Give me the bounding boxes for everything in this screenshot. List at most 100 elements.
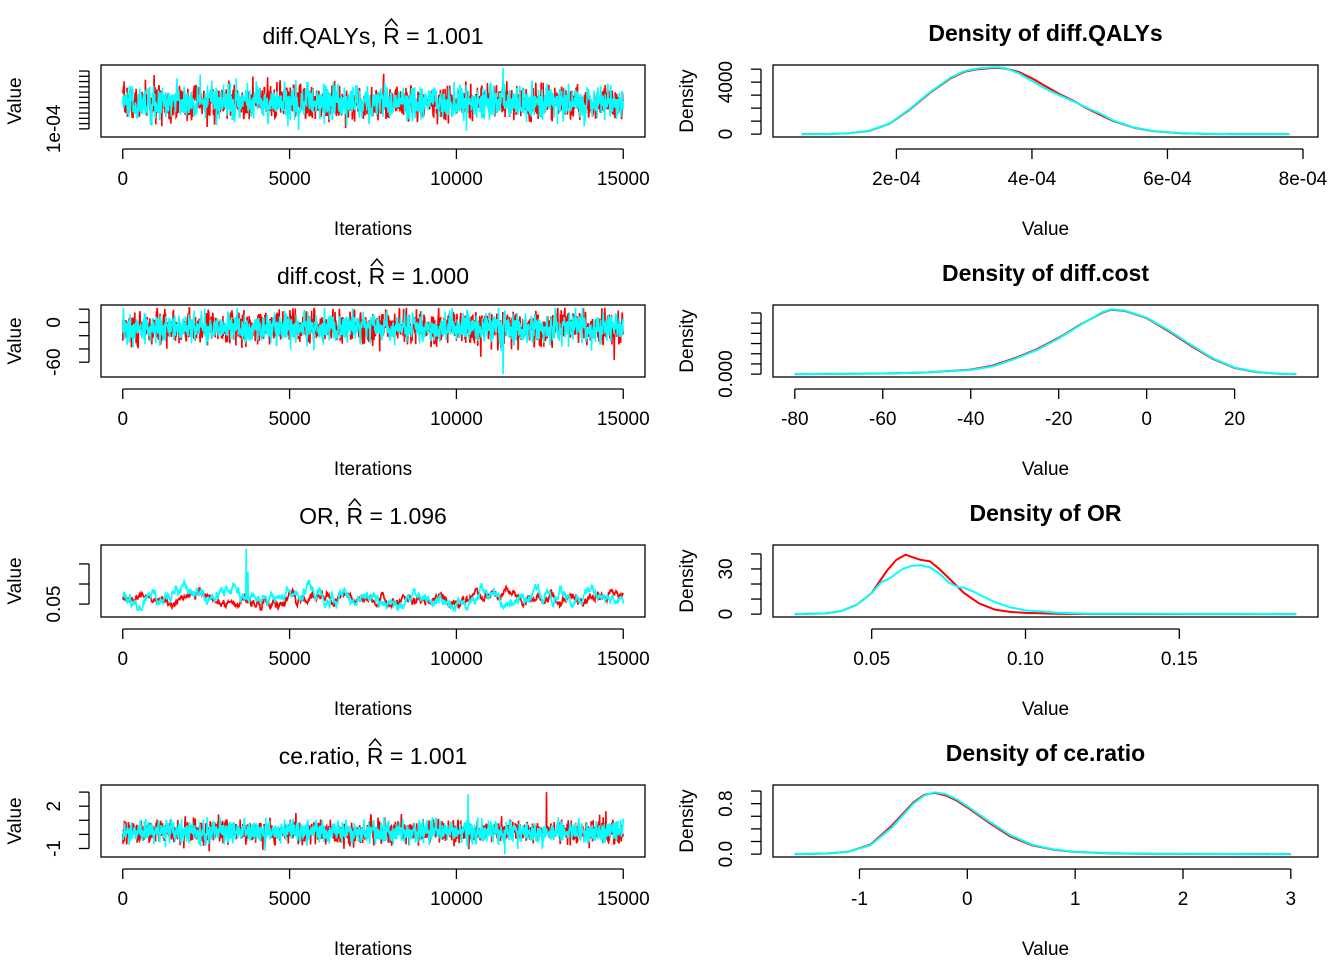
- plot-4-series-1: [794, 308, 1297, 376]
- plot-7-y-tick-label-1: -1: [44, 840, 65, 857]
- plot-1-x-label: Iterations: [334, 219, 412, 240]
- plot-8-x-tick-label-2: 0: [962, 889, 973, 910]
- plot-5-y-tick-label-1: 0.05: [44, 586, 65, 623]
- plot-7-x-axis: 0 5000 10000 15000: [117, 868, 650, 910]
- plot-5-y-label: Value: [5, 557, 26, 604]
- plot-7-x-tick-label-3: 10000: [430, 889, 483, 910]
- plot-8-y-label: Density: [677, 789, 698, 853]
- plot-5-x-tick-label-2: 5000: [268, 649, 310, 670]
- plot-1-frame: [100, 64, 646, 138]
- plot-6-series-2: [794, 564, 1297, 616]
- plot-2-series-2: [801, 66, 1290, 136]
- plot-4-x-axis: -80 -60 -40 -20 0 20: [781, 388, 1245, 430]
- plot-2-frame: [772, 64, 1319, 138]
- plot-2-y-tick-label-1: 0: [716, 129, 737, 140]
- plot-8-y-axis: 0.0 0.8: [716, 790, 762, 867]
- plot-6-x-tick-label-2: 0.10: [1007, 649, 1044, 670]
- plot-8-y-tick-label-5: 0.8: [716, 790, 737, 816]
- plot-7-title-hat: [368, 737, 382, 747]
- plot-2: 2e-04 4e-04 6e-04 8e-04 0 4000 Value Density Den…: [677, 20, 1328, 240]
- plot-8-x-tick-label-3: 1: [1070, 889, 1081, 910]
- plot-1-trace-2: [122, 67, 624, 132]
- plot-6-y-label: Density: [677, 549, 698, 613]
- plot-7-data: [122, 792, 624, 855]
- plot-2-title: Density of diff.QALYs: [928, 20, 1162, 46]
- plot-6-y-tick-label-4: 30: [716, 558, 737, 579]
- plot-8-series-2: [794, 791, 1291, 856]
- plot-5-title-hat: [348, 497, 362, 507]
- plot-1-y-label: Value: [5, 77, 26, 124]
- plot-8-frame: [772, 784, 1319, 858]
- plot-8-x-label: Value: [1022, 939, 1069, 960]
- plot-4-x-label: Value: [1022, 459, 1069, 480]
- plot-3-frame: [100, 304, 646, 378]
- plot-6-x-label: Value: [1022, 699, 1069, 720]
- plot-5-title-rhat: R: [346, 503, 363, 529]
- plot-3-x-tick-label-4: 15000: [597, 409, 650, 430]
- plot-1-title-hat: [384, 17, 398, 27]
- plot-6-frame: [772, 544, 1319, 618]
- plot-4-title: Density of diff.cost: [942, 260, 1149, 286]
- plot-4-x-tick-label-4: -20: [1045, 409, 1072, 430]
- plot-1-x-tick-label-2: 5000: [268, 169, 310, 190]
- plot-2-x-axis: 2e-04 4e-04 6e-04 8e-04: [872, 148, 1328, 190]
- plot-3-y-axis: -60 0: [44, 308, 90, 376]
- plot-7-x-tick-label-2: 5000: [268, 889, 310, 910]
- plot-3-title-param: diff.cost,: [277, 263, 369, 289]
- plot-1-x-tick-label-1: 0: [117, 169, 128, 190]
- plot-6-x-tick-label-1: 0.05: [853, 649, 890, 670]
- plot-8-x-tick-label-5: 3: [1286, 889, 1297, 910]
- plot-7-x-tick-label-1: 0: [117, 889, 128, 910]
- plot-2-x-tick-label-2: 4e-04: [1008, 169, 1057, 190]
- plot-7-y-label: Value: [5, 797, 26, 844]
- plot-8-y-tick-label-1: 0.0: [716, 841, 737, 867]
- plot-1-title-param: diff.QALYs,: [263, 23, 384, 49]
- plot-6: 0.05 0.10 0.15 0 30 Value Density Density of OR: [677, 500, 1319, 720]
- plot-7: 0 5000 10000 15000 -1 2 Iterations Value ce.rati…: [5, 737, 650, 960]
- plot-3-title-hat: [370, 257, 384, 267]
- plot-1-x-axis: 0 5000 10000 15000: [117, 148, 650, 190]
- plot-8-x-axis: -1 0 1 2 3: [851, 868, 1297, 910]
- plot-5-title-stat: = 1.096: [363, 503, 447, 529]
- plot-2-x-tick-label-1: 2e-04: [872, 169, 921, 190]
- plot-1-title: diff.QALYs, R = 1.001: [263, 23, 484, 49]
- plot-8-x-tick-label-1: -1: [851, 889, 868, 910]
- plot-4-y-axis: 0.000: [716, 312, 762, 398]
- plot-1-data: [122, 67, 624, 132]
- plot-2-data: [801, 66, 1290, 136]
- plot-3-title-rhat: R: [369, 263, 386, 289]
- plot-2-x-label: Value: [1022, 219, 1069, 240]
- plot-5-x-tick-label-4: 15000: [597, 649, 650, 670]
- plot-6-x-tick-label-3: 0.15: [1161, 649, 1198, 670]
- plot-8-title: Density of ce.ratio: [946, 740, 1145, 766]
- plot-8-x-tick-label-4: 2: [1178, 889, 1189, 910]
- plot-3-x-axis: 0 5000 10000 15000: [117, 388, 650, 430]
- plot-7-title: ce.ratio, R = 1.001: [279, 743, 468, 769]
- plot-1-y-tick-label-1: 1e-04: [44, 104, 65, 153]
- plot-1: 0 5000 10000 15000 1e-04 Iterations Value diff.…: [5, 17, 650, 240]
- plot-6-series-1: [794, 553, 1297, 616]
- plot-6-data: [794, 553, 1297, 616]
- plot-5-x-axis: 0 5000 10000 15000: [117, 628, 650, 670]
- plot-4: -80 -60 -40 -20 0 20 0.000 Value Density Density …: [677, 260, 1319, 480]
- plot-1-y-axis: 1e-04: [44, 70, 90, 153]
- plot-4-x-tick-label-6: 20: [1224, 409, 1245, 430]
- plot-8: -1 0 1 2 3 0.0 0.8 Value Density Density of ce.ra…: [677, 740, 1319, 960]
- plot-4-x-tick-label-3: -40: [957, 409, 984, 430]
- plot-5-title-param: OR,: [299, 503, 346, 529]
- plot-6-x-axis: 0.05 0.10 0.15: [853, 628, 1198, 670]
- plot-5-trace-2: [122, 548, 624, 614]
- plot-6-y-tick-label-1: 0: [716, 609, 737, 620]
- plot-4-data: [794, 308, 1297, 376]
- plot-1-title-stat: = 1.001: [400, 23, 484, 49]
- plot-2-y-label: Density: [677, 69, 698, 133]
- plot-7-trace-2: [122, 794, 624, 855]
- plot-5-y-axis: 0.05: [44, 563, 90, 623]
- plot-4-x-tick-label-5: 0: [1141, 409, 1152, 430]
- plot-7-y-axis: -1 2: [44, 791, 90, 857]
- plot-3-y-tick-label-1: -60: [44, 348, 65, 375]
- plot-7-y-tick-label-4: 2: [44, 801, 65, 812]
- plot-3-y-label: Value: [5, 317, 26, 364]
- plot-3-x-label: Iterations: [334, 459, 412, 480]
- plot-7-title-rhat: R: [367, 743, 384, 769]
